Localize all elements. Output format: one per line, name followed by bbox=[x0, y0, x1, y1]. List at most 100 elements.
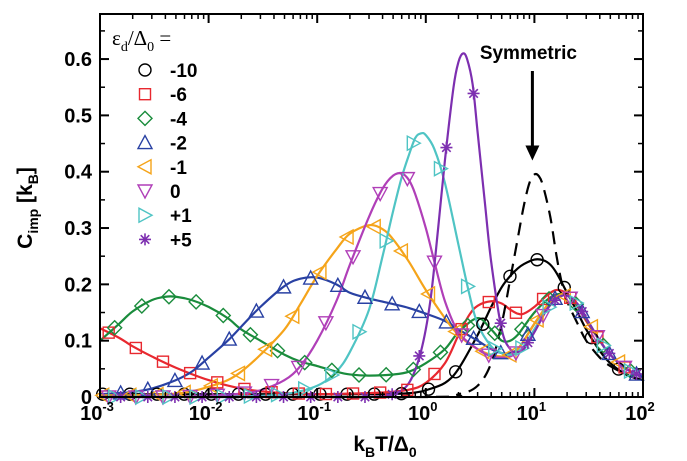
x-tick-base: 10 bbox=[297, 403, 319, 425]
marker-1-11 bbox=[401, 383, 414, 397]
x-tick-label: 10-3 bbox=[80, 399, 114, 425]
marker-5-8 bbox=[317, 316, 335, 332]
y-tick-label: 0.5 bbox=[64, 105, 92, 127]
marker-3-12 bbox=[438, 313, 455, 329]
marker-2-16 bbox=[541, 290, 558, 307]
marker-1-12 bbox=[428, 367, 441, 381]
symmetric-annotation: Symmetric bbox=[480, 43, 578, 161]
legend-label-1: -6 bbox=[170, 85, 187, 106]
marker-6-13 bbox=[460, 278, 477, 295]
x-tick-base: 10 bbox=[625, 403, 647, 425]
marker-3-7 bbox=[302, 269, 319, 285]
y-tick-label: 0.3 bbox=[64, 218, 92, 240]
marker-6-6 bbox=[270, 386, 287, 403]
marker-4-19 bbox=[610, 353, 626, 371]
y-axis-title-end: ] bbox=[14, 167, 37, 174]
legend-marker-1 bbox=[138, 87, 152, 101]
plot-frame bbox=[99, 13, 644, 398]
marker-2-15 bbox=[513, 321, 530, 338]
marker-3-14 bbox=[492, 344, 509, 360]
marker-2-0 bbox=[106, 319, 123, 336]
x-tick-exponent: 1 bbox=[539, 399, 546, 414]
y-axis-title-sub1: imp bbox=[25, 209, 41, 234]
legend-label-0: -10 bbox=[170, 61, 197, 82]
y-tick-label: 0 bbox=[81, 387, 92, 409]
marker-2-18 bbox=[595, 337, 612, 354]
marker-2-1 bbox=[133, 298, 150, 315]
marker-3-4 bbox=[221, 330, 238, 346]
marker-1-1 bbox=[129, 341, 143, 355]
y-axis-title-sub2: B bbox=[25, 174, 41, 184]
marker-0-15 bbox=[503, 269, 517, 284]
marker-3-11 bbox=[411, 302, 428, 319]
marker-4-8 bbox=[311, 263, 327, 281]
marker-1-8 bbox=[319, 387, 333, 401]
marker-7-18 bbox=[603, 347, 616, 360]
marker-2-7 bbox=[296, 354, 313, 371]
legend-title: εd/Δ0 = bbox=[112, 26, 171, 55]
marker-1-10 bbox=[373, 386, 387, 399]
x-axis-title-sub2: 0 bbox=[409, 444, 417, 460]
legend: εd/Δ0 = -10-6-4-2-10+1+5 bbox=[112, 26, 197, 251]
marker-1-9 bbox=[346, 387, 360, 400]
marker-4-10 bbox=[365, 218, 381, 235]
legend-label-7: +5 bbox=[170, 230, 192, 251]
legend-marker-3 bbox=[136, 134, 154, 150]
marker-1-15 bbox=[509, 306, 523, 319]
marker-2-9 bbox=[351, 367, 368, 383]
marker-7-15 bbox=[521, 336, 534, 349]
marker-3-8 bbox=[329, 276, 347, 292]
marker-0-16 bbox=[530, 253, 544, 267]
legend-label-2: -4 bbox=[170, 109, 187, 130]
marker-5-7 bbox=[290, 360, 307, 376]
marker-2-6 bbox=[269, 342, 286, 359]
x-tick-exponent: -2 bbox=[211, 399, 223, 414]
legend-marker-0 bbox=[138, 63, 152, 77]
marker-6-8 bbox=[325, 366, 341, 384]
symmetric-label: Symmetric bbox=[480, 43, 578, 64]
x-tick-base: 10 bbox=[408, 403, 430, 425]
marker-6-15 bbox=[515, 339, 531, 357]
marker-3-2 bbox=[166, 371, 184, 388]
marker-6-10 bbox=[379, 232, 395, 250]
series-line-2 bbox=[99, 292, 644, 379]
marker-6-16 bbox=[542, 298, 558, 316]
marker-2-2 bbox=[160, 288, 177, 305]
marker-4-13 bbox=[447, 323, 463, 340]
marker-5-12 bbox=[426, 255, 443, 271]
y-tick-label: 0.4 bbox=[64, 162, 93, 184]
legend-marker-2 bbox=[137, 110, 153, 127]
marker-3-3 bbox=[193, 354, 211, 370]
legend-marker-5 bbox=[136, 184, 154, 200]
symmetric-arrow-head bbox=[525, 145, 540, 161]
marker-7-10 bbox=[386, 388, 399, 401]
legend-marker-6 bbox=[138, 207, 154, 224]
x-tick-exponent: 0 bbox=[430, 399, 437, 414]
marker-0-14 bbox=[476, 317, 490, 331]
marker-3-5 bbox=[248, 302, 265, 318]
x-axis-title-main: k bbox=[353, 433, 365, 456]
marker-7-19 bbox=[630, 368, 643, 381]
marker-7-12 bbox=[440, 141, 453, 154]
marker-5-19 bbox=[616, 360, 633, 376]
marker-7-14 bbox=[494, 317, 507, 330]
marker-3-13 bbox=[465, 329, 482, 346]
y-axis-title: Cimp [kB] bbox=[14, 167, 41, 249]
marker-5-11 bbox=[399, 171, 416, 188]
marker-6-11 bbox=[406, 135, 422, 152]
marker-4-7 bbox=[284, 308, 300, 325]
marker-1-14 bbox=[482, 295, 495, 309]
x-tick-base: 10 bbox=[517, 403, 539, 425]
marker-2-10 bbox=[378, 366, 395, 383]
y-axis-title-mid: [k bbox=[14, 184, 37, 209]
x-axis-title: kBT/Δ0 bbox=[353, 433, 417, 460]
marker-7-13 bbox=[467, 87, 480, 100]
x-tick-label: 10-2 bbox=[189, 399, 223, 425]
marker-3-10 bbox=[383, 295, 401, 311]
x-tick-label: 102 bbox=[625, 399, 654, 425]
marker-2-13 bbox=[459, 317, 476, 334]
legend-title-end: = bbox=[154, 26, 171, 50]
marker-5-18 bbox=[589, 329, 606, 346]
marker-6-5 bbox=[243, 387, 259, 405]
